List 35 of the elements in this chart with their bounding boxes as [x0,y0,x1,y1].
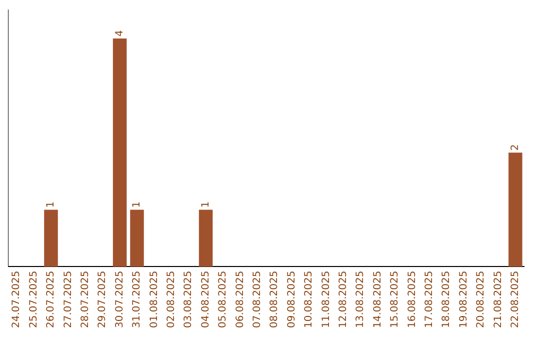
x-tick-label: 10.08.2025 [304,270,315,328]
x-tick-label: 15.08.2025 [390,270,401,328]
x-tick-label: 18.08.2025 [441,270,452,328]
x-tick-label: 12.08.2025 [338,270,349,328]
x-tick-label: 01.08.2025 [148,270,160,328]
x-tick-label: 20.08.2025 [476,270,487,328]
x-tick-label: 09.08.2025 [286,270,298,328]
x-tick-label: 22.08.2025 [510,270,521,328]
x-tick-label: 29.07.2025 [97,270,108,328]
x-tick-label: 19.08.2025 [458,270,470,328]
x-tick-label: 31.07.2025 [132,270,143,328]
data-label: 4 [114,30,126,37]
data-label: 1 [132,201,143,208]
x-tick-label: 14.08.2025 [372,270,384,328]
x-tick-label: 04.08.2025 [200,270,212,328]
x-tick-label: 30.07.2025 [114,270,126,328]
x-tick-label: 24.07.2025 [11,270,22,328]
x-tick-label: 28.07.2025 [80,270,91,328]
x-tick-label: 08.08.2025 [269,270,280,328]
x-tick-label: 02.08.2025 [166,270,177,328]
x-tick-label: 21.08.2025 [492,270,504,328]
data-label: 2 [510,144,521,151]
data-label: 1 [200,201,212,208]
x-tick-label: 26.07.2025 [46,270,57,328]
x-tick-label: 17.08.2025 [424,270,435,328]
x-tick-label: 27.07.2025 [62,270,74,328]
x-tick-label: 25.07.2025 [28,270,40,328]
x-tick-label: 13.08.2025 [355,270,366,328]
x-tick-label: 11.08.2025 [320,270,332,328]
x-tick-label: 06.08.2025 [234,270,246,328]
x-tick-label: 07.08.2025 [252,270,263,328]
x-tick-label: 05.08.2025 [218,270,229,328]
x-tick-label: 03.08.2025 [183,270,194,328]
x-tick-label: 16.08.2025 [406,270,418,328]
data-label: 1 [46,201,57,208]
